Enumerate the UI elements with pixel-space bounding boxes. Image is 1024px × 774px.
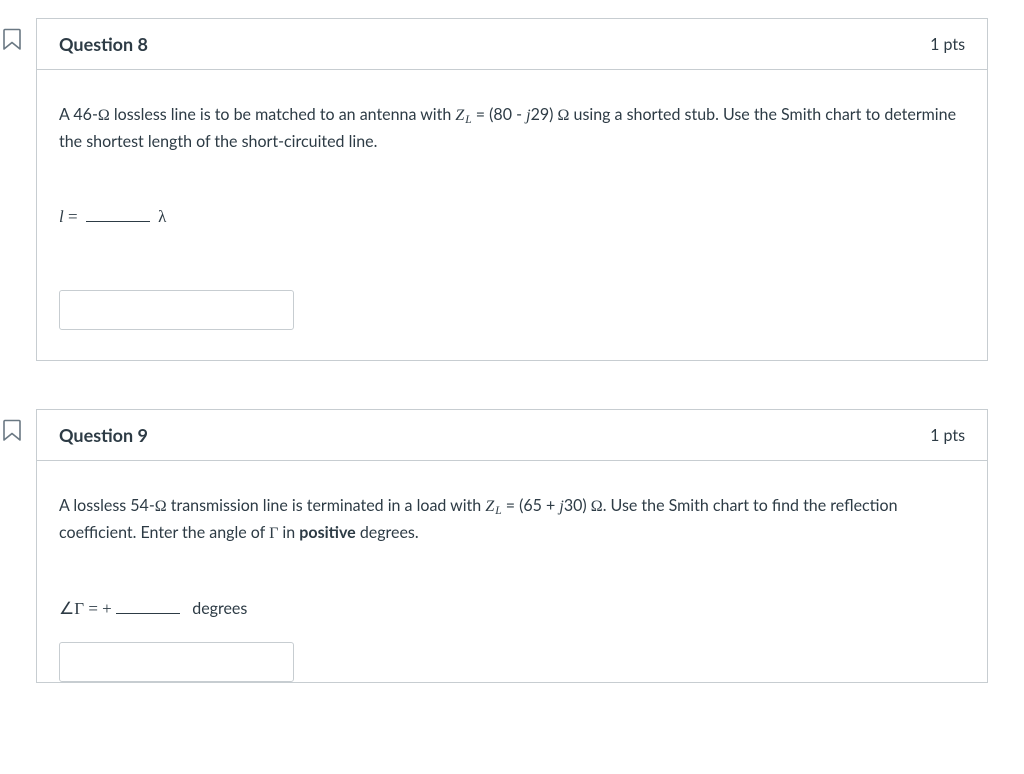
question-header: Question 8 1 pts (37, 19, 987, 70)
question-9-block: Question 9 1 pts A lossless 54-Ω transmi… (36, 409, 988, 683)
question-title: Question 9 (59, 424, 148, 446)
question-body: A 46-Ω lossless line is to be matched to… (37, 70, 987, 360)
question-points: 1 pts (930, 426, 965, 445)
answer-input[interactable] (59, 290, 294, 330)
question-points: 1 pts (930, 35, 965, 54)
question-body: A lossless 54-Ω transmission line is ter… (37, 461, 987, 682)
expression-line: ∠Γ = + degrees (59, 595, 965, 622)
blank-line (116, 599, 180, 614)
question-8-block: Question 8 1 pts A 46-Ω lossless line is… (36, 18, 988, 361)
answer-input[interactable] (59, 642, 294, 682)
bookmark-icon[interactable] (3, 28, 21, 51)
bookmark-icon[interactable] (3, 419, 21, 442)
blank-line (86, 207, 150, 222)
question-text: A 46-Ω lossless line is to be matched to… (59, 102, 965, 155)
question-card: Question 9 1 pts A lossless 54-Ω transmi… (36, 409, 988, 683)
question-title: Question 8 (59, 33, 148, 55)
question-text: A lossless 54-Ω transmission line is ter… (59, 493, 965, 547)
expression-line: l = λ (59, 203, 965, 230)
question-header: Question 9 1 pts (37, 410, 987, 461)
question-card: Question 8 1 pts A 46-Ω lossless line is… (36, 18, 988, 361)
